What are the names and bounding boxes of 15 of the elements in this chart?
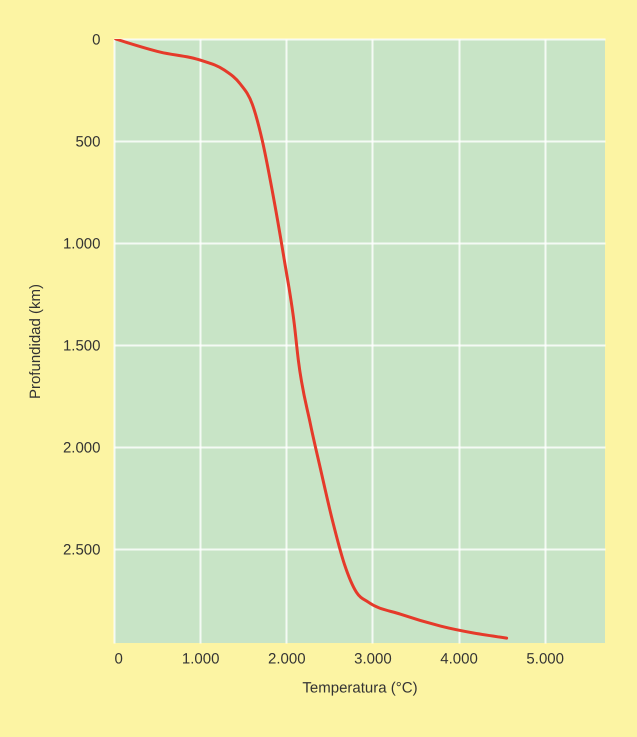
line-series <box>114 39 508 640</box>
x-tick-label: 3.000 <box>354 650 392 668</box>
y-tick-label: 1.500 <box>62 338 100 355</box>
y-tick-label: 1.000 <box>62 236 100 253</box>
x-tick-label: 4.000 <box>440 650 478 668</box>
x-tick-label: 2.000 <box>268 650 306 668</box>
x-tick-label: 5.000 <box>526 650 564 668</box>
x-tick-label: 1.000 <box>182 650 220 668</box>
y-axis-title: Profundidad (km) <box>26 284 44 400</box>
x-tick-label: 0 <box>114 650 123 668</box>
y-tick-label: 2.500 <box>62 542 100 559</box>
y-tick-label: 2.000 <box>62 440 100 457</box>
y-tick-label: 0 <box>92 32 100 48</box>
y-tick-label: 500 <box>75 134 100 151</box>
x-axis-title: Temperatura (°C) <box>302 680 418 696</box>
